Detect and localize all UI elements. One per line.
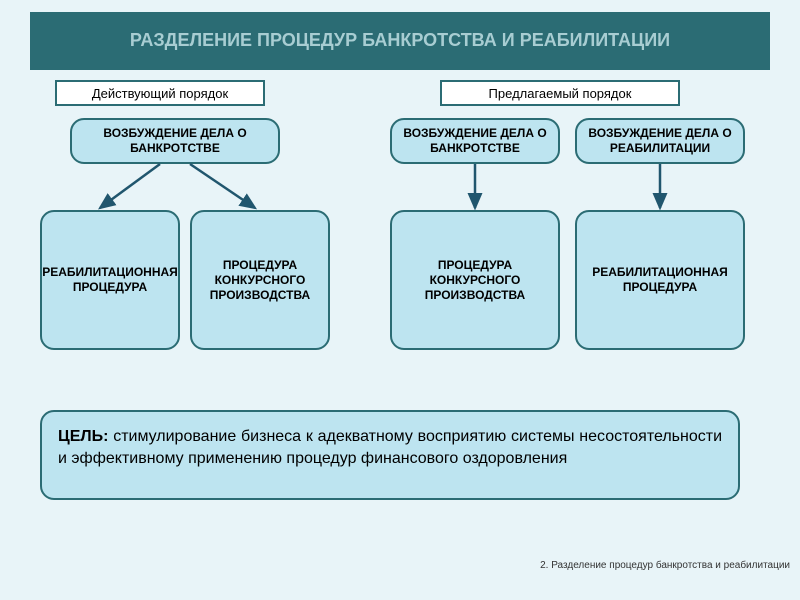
title-bar: РАЗДЕЛЕНИЕ ПРОЦЕДУР БАНКРОТСТВА И РЕАБИЛ… [30, 12, 770, 70]
box-proposed-bankruptcy-top: ВОЗБУЖДЕНИЕ ДЕЛА О БАНКРОТСТВЕ [390, 118, 560, 164]
box-proposed-bankruptcy-top-label: ВОЗБУЖДЕНИЕ ДЕЛА О БАНКРОТСТВЕ [398, 126, 552, 156]
page-title: РАЗДЕЛЕНИЕ ПРОЦЕДУР БАНКРОТСТВА И РЕАБИЛ… [130, 30, 670, 52]
col-header-proposed: Предлагаемый порядок [440, 80, 680, 106]
footer-caption: 2. Разделение процедур банкротства и реа… [540, 560, 790, 572]
box-proposed-competitive: ПРОЦЕДУРА КОНКУРСНОГО ПРОИЗВОДСТВА [390, 210, 560, 350]
box-proposed-competitive-label: ПРОЦЕДУРА КОНКУРСНОГО ПРОИЗВОДСТВА [398, 258, 552, 303]
box-current-top-label: ВОЗБУЖДЕНИЕ ДЕЛА О БАНКРОТСТВЕ [78, 126, 272, 156]
box-proposed-rehab-top-label: ВОЗБУЖДЕНИЕ ДЕЛА О РЕАБИЛИТАЦИИ [583, 126, 737, 156]
box-proposed-rehab-label: РЕАБИЛИТАЦИОННАЯ ПРОЦЕДУРА [583, 265, 737, 295]
col-header-current-label: Действующий порядок [92, 86, 228, 101]
col-header-current: Действующий порядок [55, 80, 265, 106]
box-current-rehab: РЕАБИЛИТАЦИОННАЯ ПРОЦЕДУРА [40, 210, 180, 350]
goal-box: ЦЕЛЬ: стимулирование бизнеса к адекватно… [40, 410, 740, 500]
box-current-competitive: ПРОЦЕДУРА КОНКУРСНОГО ПРОИЗВОДСТВА [190, 210, 330, 350]
goal-label: ЦЕЛЬ: [58, 428, 108, 445]
box-current-competitive-label: ПРОЦЕДУРА КОНКУРСНОГО ПРОИЗВОДСТВА [198, 258, 322, 303]
box-current-rehab-label: РЕАБИЛИТАЦИОННАЯ ПРОЦЕДУРА [42, 265, 178, 295]
box-current-top: ВОЗБУЖДЕНИЕ ДЕЛА О БАНКРОТСТВЕ [70, 118, 280, 164]
goal-text: стимулирование бизнеса к адекватному вос… [58, 428, 722, 467]
box-proposed-rehab: РЕАБИЛИТАЦИОННАЯ ПРОЦЕДУРА [575, 210, 745, 350]
col-header-proposed-label: Предлагаемый порядок [489, 86, 632, 101]
box-proposed-rehab-top: ВОЗБУЖДЕНИЕ ДЕЛА О РЕАБИЛИТАЦИИ [575, 118, 745, 164]
